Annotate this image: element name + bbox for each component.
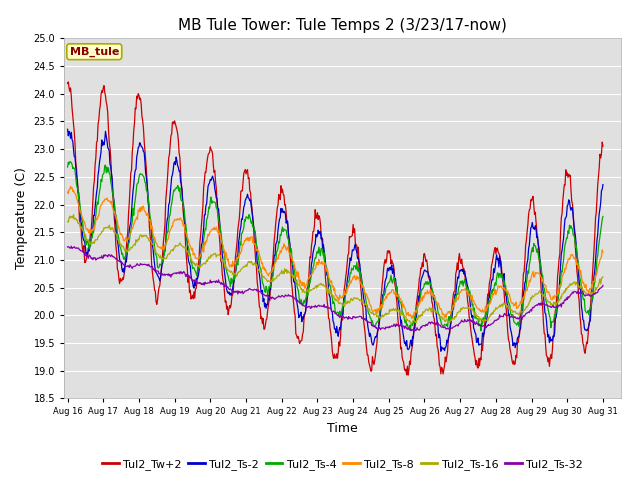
- Tul2_Ts-8: [328, 278, 335, 284]
- Tul2_Ts-2: [437, 348, 445, 354]
- Tul2_Tw+2: [328, 337, 335, 343]
- Tul2_Ts-2: [379, 292, 387, 298]
- Tul2_Ts-32: [380, 325, 387, 331]
- Tul2_Ts-4: [433, 301, 440, 307]
- Line: Tul2_Ts-8: Tul2_Ts-8: [68, 186, 603, 319]
- Line: Tul2_Tw+2: Tul2_Tw+2: [68, 82, 603, 375]
- Tul2_Ts-4: [599, 214, 607, 219]
- X-axis label: Time: Time: [327, 422, 358, 435]
- Tul2_Ts-32: [599, 283, 607, 288]
- Tul2_Ts-16: [552, 300, 559, 305]
- Tul2_Ts-4: [477, 328, 485, 334]
- Tul2_Ts-16: [64, 219, 72, 225]
- Tul2_Ts-32: [64, 244, 72, 250]
- Tul2_Ts-16: [380, 312, 387, 318]
- Tul2_Tw+2: [404, 372, 412, 378]
- Text: MB_tule: MB_tule: [70, 47, 119, 57]
- Tul2_Ts-16: [205, 254, 212, 260]
- Line: Tul2_Ts-32: Tul2_Ts-32: [68, 246, 603, 331]
- Tul2_Tw+2: [182, 246, 189, 252]
- Tul2_Ts-32: [433, 322, 441, 328]
- Line: Tul2_Ts-4: Tul2_Ts-4: [68, 162, 603, 331]
- Tul2_Ts-4: [182, 222, 189, 228]
- Tul2_Ts-2: [204, 183, 212, 189]
- Tul2_Tw+2: [433, 343, 441, 349]
- Tul2_Ts-32: [182, 274, 189, 279]
- Tul2_Ts-32: [552, 304, 559, 310]
- Tul2_Ts-4: [380, 291, 387, 297]
- Tul2_Ts-8: [552, 294, 559, 300]
- Tul2_Ts-8: [64, 189, 72, 195]
- Tul2_Tw+2: [380, 266, 387, 272]
- Tul2_Ts-16: [182, 246, 189, 252]
- Legend: Tul2_Tw+2, Tul2_Ts-2, Tul2_Ts-4, Tul2_Ts-8, Tul2_Ts-16, Tul2_Ts-32: Tul2_Tw+2, Tul2_Ts-2, Tul2_Ts-4, Tul2_Ts…: [97, 455, 588, 474]
- Tul2_Ts-8: [205, 233, 212, 239]
- Line: Tul2_Ts-2: Tul2_Ts-2: [68, 129, 603, 351]
- Tul2_Tw+2: [205, 151, 212, 156]
- Tul2_Ts-2: [432, 308, 440, 314]
- Y-axis label: Temperature (C): Temperature (C): [15, 168, 28, 269]
- Tul2_Ts-4: [205, 204, 212, 210]
- Tul2_Ts-4: [328, 293, 335, 299]
- Tul2_Ts-32: [407, 328, 415, 334]
- Tul2_Ts-2: [551, 330, 559, 336]
- Tul2_Ts-32: [67, 243, 75, 249]
- Tul2_Ts-8: [408, 316, 416, 322]
- Tul2_Ts-16: [407, 321, 415, 326]
- Tul2_Ts-32: [328, 308, 335, 313]
- Tul2_Ts-8: [380, 299, 387, 304]
- Title: MB Tule Tower: Tule Temps 2 (3/23/17-now): MB Tule Tower: Tule Temps 2 (3/23/17-now…: [178, 18, 507, 33]
- Tul2_Tw+2: [552, 308, 559, 313]
- Tul2_Ts-16: [328, 292, 335, 298]
- Tul2_Ts-2: [327, 303, 335, 309]
- Tul2_Tw+2: [65, 79, 72, 85]
- Tul2_Ts-4: [552, 314, 559, 320]
- Tul2_Ts-8: [67, 183, 74, 189]
- Tul2_Ts-16: [599, 274, 607, 280]
- Tul2_Tw+2: [599, 143, 607, 149]
- Tul2_Ts-2: [181, 224, 189, 229]
- Tul2_Ts-16: [433, 308, 441, 314]
- Tul2_Ts-2: [64, 126, 72, 132]
- Tul2_Ts-8: [599, 250, 607, 255]
- Tul2_Ts-8: [433, 301, 441, 307]
- Tul2_Ts-4: [66, 159, 74, 165]
- Tul2_Ts-2: [599, 182, 607, 188]
- Tul2_Ts-4: [64, 164, 72, 170]
- Tul2_Ts-32: [205, 280, 212, 286]
- Tul2_Ts-16: [70, 212, 77, 217]
- Tul2_Ts-8: [182, 229, 189, 235]
- Line: Tul2_Ts-16: Tul2_Ts-16: [68, 215, 603, 324]
- Tul2_Tw+2: [64, 81, 72, 86]
